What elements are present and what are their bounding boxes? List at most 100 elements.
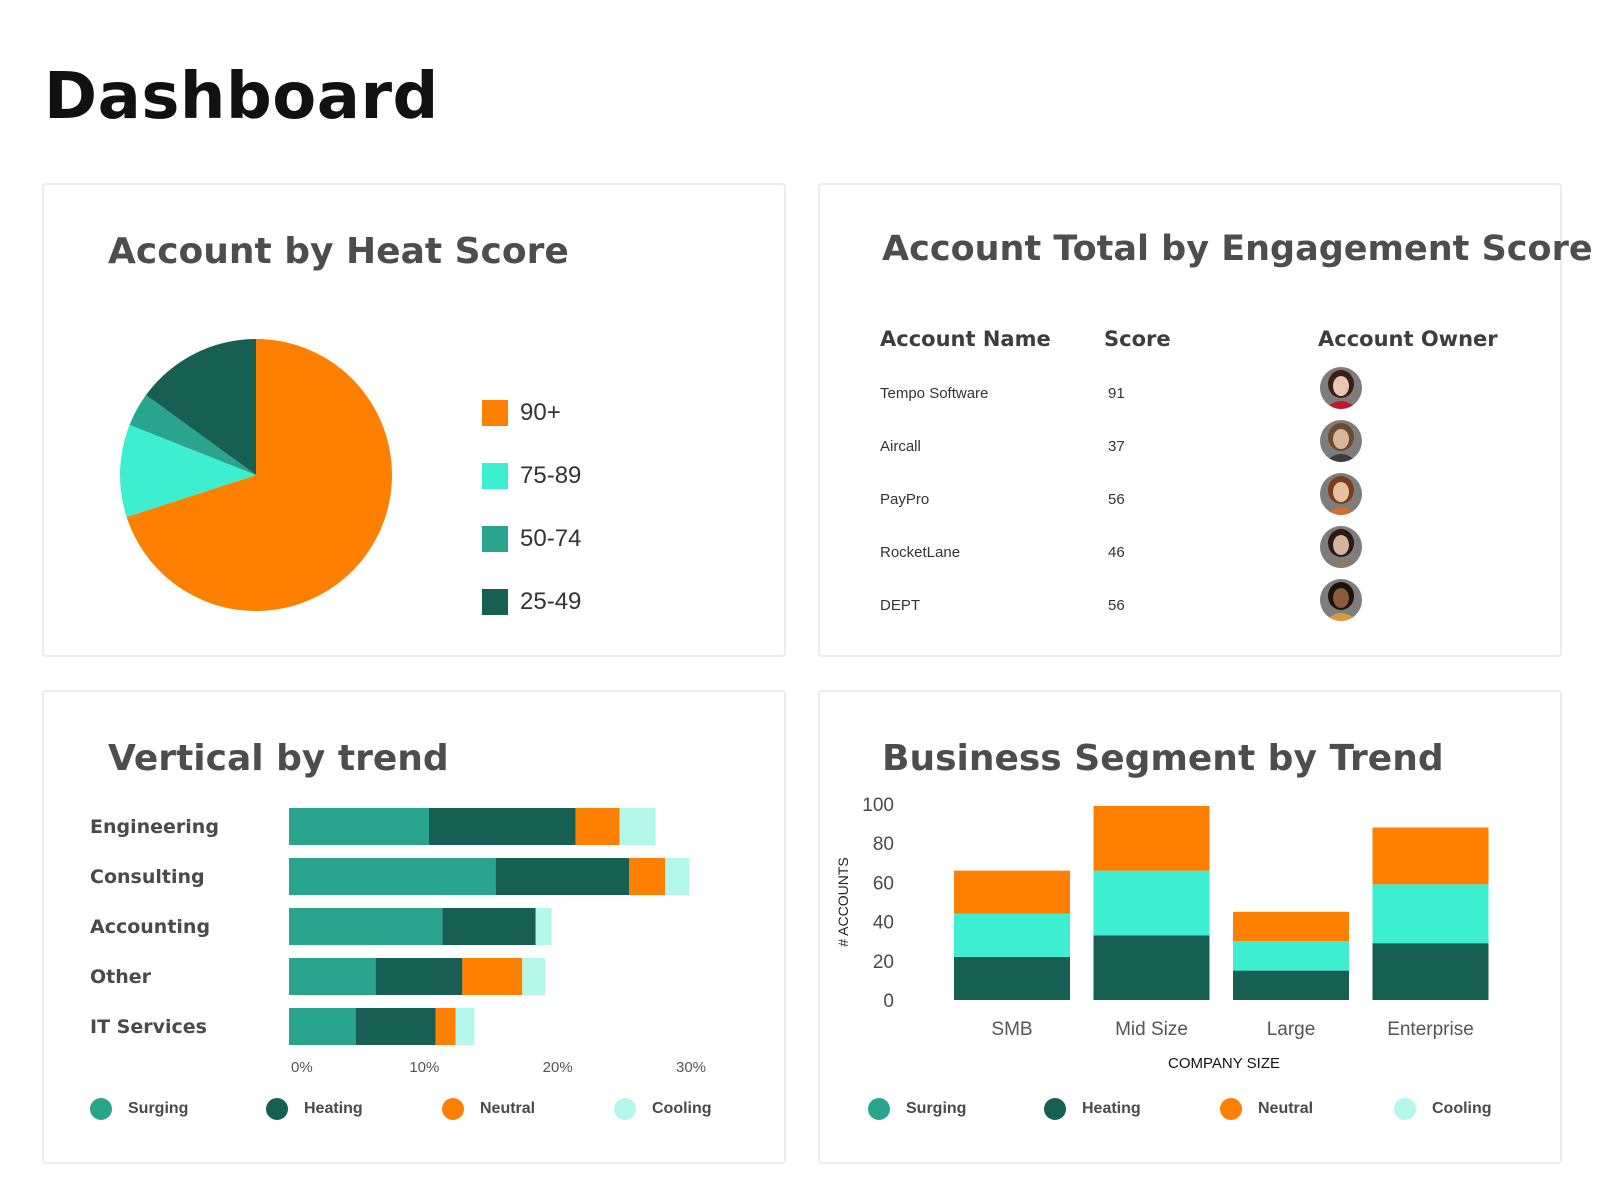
bar-engineering-heating[interactable] xyxy=(429,808,576,845)
legend-item-cooling[interactable]: Cooling xyxy=(614,1098,712,1120)
legend-item-neutral[interactable]: Neutral xyxy=(442,1098,535,1120)
legend-dot xyxy=(868,1098,890,1120)
score-cell: 56 xyxy=(1108,491,1125,508)
legend-swatch xyxy=(482,462,508,489)
account-name-cell: DEPT xyxy=(880,597,921,614)
legend-label: Neutral xyxy=(1258,1100,1314,1117)
bar-other-surging[interactable] xyxy=(289,958,376,995)
y-axis-label: # ACCOUNTS xyxy=(835,857,851,946)
legend-item-neutral[interactable]: Neutral xyxy=(1220,1098,1313,1120)
bar-it-services-neutral[interactable] xyxy=(435,1008,456,1045)
bar-large-cooling[interactable] xyxy=(1233,941,1349,971)
column-header-account-name[interactable]: Account Name xyxy=(880,327,1051,351)
legend-label: Cooling xyxy=(652,1100,712,1117)
legend-item-cooling[interactable]: Cooling xyxy=(1394,1098,1492,1120)
category-label-it-services: IT Services xyxy=(90,1016,207,1038)
bar-engineering-cooling[interactable] xyxy=(619,808,656,845)
bar-enterprise-heating[interactable] xyxy=(1372,943,1489,1000)
legend-item-90[interactable]: 90+ xyxy=(482,381,581,444)
heat-score-title: Account by Heat Score xyxy=(108,231,569,272)
page-title: Dashboard xyxy=(44,60,439,134)
bar-accounting-cooling[interactable] xyxy=(535,908,552,945)
bar-it-services-heating[interactable] xyxy=(355,1008,436,1045)
man-smiling-avatar[interactable] xyxy=(1320,420,1362,462)
legend-swatch xyxy=(482,588,508,615)
bar-accounting-surging[interactable] xyxy=(289,908,443,945)
legend-label: Heating xyxy=(304,1100,363,1117)
bar-other-neutral[interactable] xyxy=(462,958,523,995)
legend-dot xyxy=(90,1098,112,1120)
score-cell: 37 xyxy=(1108,438,1125,455)
bar-it-services-surging[interactable] xyxy=(289,1008,356,1045)
bar-smb-neutral[interactable] xyxy=(954,870,1070,914)
segment-trend-chart: 0 20 40 60 80 100 # ACCOUNTS SMB Mid Size Large En… xyxy=(835,795,1489,1072)
legend-item-50-74[interactable]: 50-74 xyxy=(482,507,581,570)
legend-item-25-49[interactable]: 25-49 xyxy=(482,570,581,633)
bar-smb-cooling[interactable] xyxy=(954,913,1070,957)
bar-engineering-neutral[interactable] xyxy=(575,808,620,845)
bar-enterprise-neutral[interactable] xyxy=(1372,827,1489,885)
table-row[interactable]: Aircall 37 xyxy=(820,420,1560,474)
legend-swatch xyxy=(482,399,508,426)
bar-mid-size-neutral[interactable] xyxy=(1093,805,1210,871)
pie-slice-25-49[interactable] xyxy=(145,339,256,475)
bar-consulting-heating[interactable] xyxy=(495,858,629,895)
woman-curly-hair-avatar[interactable] xyxy=(1320,473,1362,515)
bar-mid-size-cooling[interactable] xyxy=(1093,870,1210,936)
legend-item-surging[interactable]: Surging xyxy=(90,1098,188,1120)
bar-it-services-cooling[interactable] xyxy=(455,1008,475,1045)
bar-enterprise-cooling[interactable] xyxy=(1372,884,1489,944)
bar-smb-heating[interactable] xyxy=(954,956,1070,1000)
legend-dot xyxy=(442,1098,464,1120)
legend-dot xyxy=(614,1098,636,1120)
legend-item-75-89[interactable]: 75-89 xyxy=(482,444,581,507)
woman-dark-skin-avatar[interactable] xyxy=(1320,579,1362,621)
bar-consulting-neutral[interactable] xyxy=(629,858,665,895)
legend-item-heating[interactable]: Heating xyxy=(266,1098,363,1120)
bar-large-heating[interactable] xyxy=(1233,970,1349,1000)
pie-slice-75-89[interactable] xyxy=(119,424,256,518)
bar-accounting-heating[interactable] xyxy=(442,908,536,945)
table-row[interactable]: DEPT 56 xyxy=(820,579,1560,633)
legend-label: Surging xyxy=(906,1100,967,1117)
table-row[interactable]: Tempo Software 91 xyxy=(820,367,1560,421)
woman-long-hair-avatar[interactable] xyxy=(1320,526,1362,568)
bar-other-heating[interactable] xyxy=(375,958,463,995)
heat-score-card: Account by Heat Score 90+ 75-89 50-74 25-49 xyxy=(42,183,786,657)
legend-label: 50-74 xyxy=(520,524,582,552)
table-row[interactable]: RocketLane 46 xyxy=(820,526,1560,580)
pie-slice-90[interactable] xyxy=(126,339,392,611)
bar-other-cooling[interactable] xyxy=(522,958,545,995)
bar-large-neutral[interactable] xyxy=(1233,911,1349,942)
segment-trend-title: Business Segment by Trend xyxy=(882,738,1444,779)
legend-item-surging[interactable]: Surging xyxy=(868,1098,966,1120)
legend-label: Surging xyxy=(128,1100,189,1117)
x-tick-label-large: Large xyxy=(1267,1019,1316,1040)
x-tick-label: 10% xyxy=(409,1059,439,1076)
account-name-cell: Tempo Software xyxy=(880,385,989,402)
account-name-cell: Aircall xyxy=(880,438,921,455)
vertical-trend-card: Engineering Consulting Accounting Other IT S… xyxy=(42,690,786,1164)
woman-smiling-red-avatar[interactable] xyxy=(1320,367,1362,409)
legend-label: Cooling xyxy=(1432,1100,1492,1117)
category-label-accounting: Accounting xyxy=(90,916,210,938)
account-name-cell: PayPro xyxy=(880,491,930,508)
pie-slice-50-74[interactable] xyxy=(129,395,256,475)
bar-engineering-surging[interactable] xyxy=(289,808,429,845)
vertical-trend-title: Vertical by trend xyxy=(108,738,449,779)
y-tick-label: 60 xyxy=(873,873,894,894)
heat-score-legend: 90+ 75-89 50-74 25-49 xyxy=(482,381,581,633)
bar-consulting-surging[interactable] xyxy=(289,858,496,895)
column-header-score[interactable]: Score xyxy=(1104,327,1171,351)
x-tick-label-enterprise: Enterprise xyxy=(1387,1019,1474,1040)
table-row[interactable]: PayPro 56 xyxy=(820,473,1560,527)
engagement-score-card: Account Total by Engagement Score Accoun… xyxy=(818,183,1593,657)
bar-mid-size-heating[interactable] xyxy=(1093,935,1210,1000)
engagement-score-title: Account Total by Engagement Score xyxy=(882,229,1593,269)
vertical-trend-legend: Surging Heating Neutral Cooling xyxy=(44,1098,784,1128)
bar-consulting-cooling[interactable] xyxy=(665,858,689,895)
column-header-account-owner[interactable]: Account Owner xyxy=(1318,327,1498,351)
legend-label: Neutral xyxy=(480,1100,536,1117)
legend-item-heating[interactable]: Heating xyxy=(1044,1098,1141,1120)
y-tick-label: 80 xyxy=(873,834,894,855)
